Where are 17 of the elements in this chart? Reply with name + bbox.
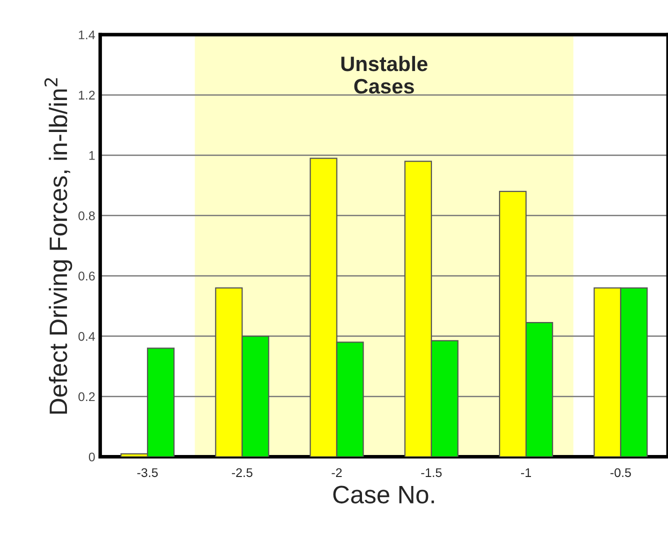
y-tick-label: 1.4 — [78, 30, 95, 40]
y-tick-label: 0.8 — [78, 211, 95, 220]
x-axis-title: Case No. — [333, 486, 434, 504]
x-tick-label: -3.5 — [137, 468, 158, 478]
y-tick-label: 0.6 — [78, 272, 95, 281]
x-tick-label: -2 — [332, 468, 342, 477]
x-tick-label: -1.5 — [421, 468, 442, 478]
band-label: Unstable Cases — [341, 56, 428, 94]
y-tick-label: 0 — [88, 452, 95, 462]
x-tick-label: -2.5 — [232, 468, 252, 478]
y-tick-label: 0.4 — [78, 332, 95, 341]
x-tick-label: -1 — [521, 468, 531, 477]
y-axis-title: Defect Driving Forces, in-lb/in$^{2}$ — [44, 78, 72, 414]
y-tick-label: 0.2 — [78, 392, 95, 402]
y-tick-label: 1.2 — [78, 90, 95, 100]
y-tick-label: 1 — [89, 151, 95, 160]
x-tick-label: -0.5 — [610, 468, 631, 478]
